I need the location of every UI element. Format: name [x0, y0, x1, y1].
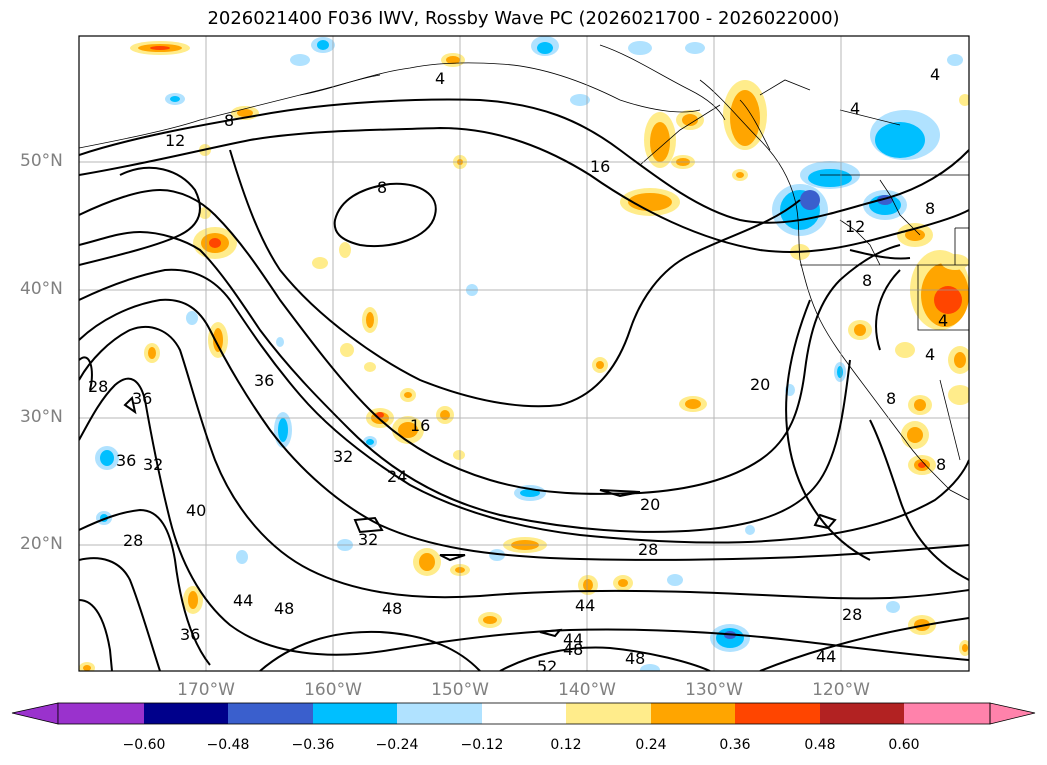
lon-label-130w: 130°W	[685, 680, 743, 700]
contour-labels: 4 4 4 8 12 16 8 12 8 8 4 4 8 8 28 36 36 …	[88, 65, 948, 676]
lon-label-170w: 170°W	[177, 680, 235, 700]
contour-label: 20	[640, 495, 660, 514]
contour-label: 44	[816, 647, 836, 666]
map-title: 2026021400 F036 IWV, Rossby Wave PC (202…	[207, 8, 840, 29]
contour-label: 48	[563, 640, 583, 659]
colorbar	[11, 702, 1036, 725]
colorbar-segment	[58, 703, 144, 724]
colorbar-segment	[482, 703, 566, 724]
contour-label: 32	[358, 530, 378, 549]
contour-label: 8	[377, 178, 387, 197]
contour-label: 28	[638, 540, 658, 559]
contour-label: 48	[274, 599, 294, 618]
lat-label-30n: 30°N	[20, 407, 63, 427]
coastlines	[79, 44, 969, 501]
lat-label-50n: 50°N	[20, 151, 63, 171]
colorbar-segment	[735, 703, 820, 724]
colorbar-tick: −0.36	[291, 737, 335, 753]
contour-label: 32	[333, 447, 353, 466]
contour-label: 8	[886, 389, 896, 408]
colorbar-segment	[397, 703, 482, 724]
colorbar-segment	[313, 703, 397, 724]
contour-label: 28	[88, 377, 108, 396]
contour-label: 44	[233, 591, 253, 610]
contour-label: 32	[143, 455, 163, 474]
lat-label-20n: 20°N	[20, 534, 63, 554]
contour-label: 4	[930, 65, 940, 84]
lat-label-40n: 40°N	[20, 279, 63, 299]
contour-label: 52	[537, 657, 557, 676]
lon-label-140w: 140°W	[558, 680, 616, 700]
contour-label: 28	[123, 531, 143, 550]
contour-label: 16	[590, 157, 610, 176]
colorbar-segment	[651, 703, 735, 724]
iwv-contours	[79, 98, 969, 671]
contour-label: 48	[625, 649, 645, 668]
contour-label: 12	[845, 217, 865, 236]
contour-label: 36	[180, 625, 200, 644]
colorbar-segment	[228, 703, 313, 724]
contour-label: 36	[132, 389, 152, 408]
colorbar-tick: 0.48	[804, 737, 836, 753]
contour-label: 20	[750, 375, 770, 394]
contour-label: 12	[165, 131, 185, 150]
colorbar-tick: −0.12	[460, 737, 504, 753]
contour-label: 24	[387, 467, 407, 486]
contour-label: 4	[925, 345, 935, 364]
colorbar-tick: 0.36	[719, 737, 751, 753]
contour-label: 4	[435, 69, 445, 88]
contour-label: 48	[382, 599, 402, 618]
colorbar-tick: 0.12	[550, 737, 582, 753]
contour-label: 16	[410, 416, 430, 435]
map-area: 4 4 4 8 12 16 8 12 8 8 4 4 8 8 28 36 36 …	[79, 36, 969, 676]
gridlines	[79, 36, 969, 671]
map-frame	[78, 35, 970, 672]
contour-label: 8	[862, 271, 872, 290]
colorbar-segment	[11, 702, 59, 725]
contour-label: 8	[925, 199, 935, 218]
contour-label: 4	[938, 311, 948, 330]
contour-label: 8	[936, 455, 946, 474]
contour-label: 28	[842, 605, 862, 624]
colorbar-tick: −0.48	[206, 737, 250, 753]
colorbar-tick: 0.60	[888, 737, 920, 753]
lon-label-120w: 120°W	[812, 680, 870, 700]
colorbar-segment	[820, 703, 904, 724]
contour-label: 4	[850, 99, 860, 118]
contour-label: 44	[575, 596, 595, 615]
colorbar-segment	[566, 703, 651, 724]
colorbar-segment	[989, 702, 1036, 725]
anomaly-shading	[79, 36, 969, 671]
lon-label-160w: 160°W	[304, 680, 362, 700]
colorbar-tick: 0.24	[635, 737, 667, 753]
contour-label: 40	[186, 501, 206, 520]
lon-label-150w: 150°W	[431, 680, 489, 700]
contour-label: 44	[563, 630, 583, 649]
colorbar-tick: −0.24	[375, 737, 419, 753]
contour-label: 36	[116, 451, 136, 470]
colorbar-segment	[144, 703, 228, 724]
contour-label: 8	[224, 111, 234, 130]
contour-label: 36	[254, 371, 274, 390]
colorbar-tick: −0.60	[122, 737, 166, 753]
colorbar-segment	[904, 703, 990, 724]
